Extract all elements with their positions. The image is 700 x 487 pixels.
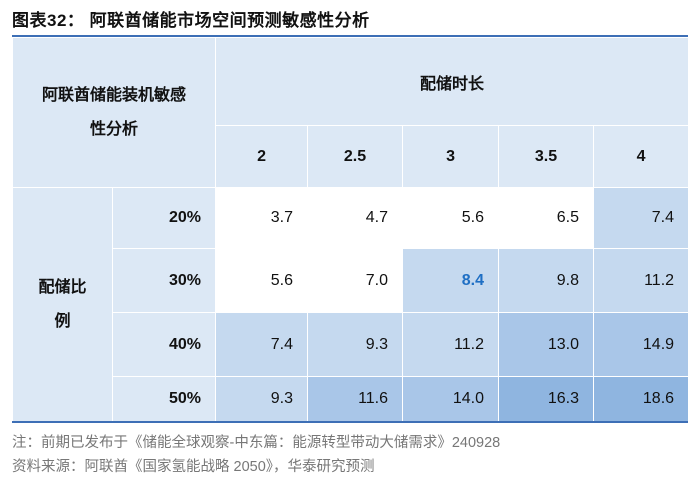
table-cell: 18.6 — [593, 376, 690, 422]
col-header-3: 3 — [402, 125, 500, 188]
col-header-2-5: 2.5 — [307, 125, 404, 188]
table-cell: 6.5 — [498, 187, 595, 249]
figure-title: 图表32： 阿联酋储能市场空间预测敏感性分析 — [12, 11, 370, 30]
source-note: 资料来源：阿联酋《国家氢能战略 2050》，华泰研究预测 — [12, 459, 375, 475]
col-header-3-5: 3.5 — [498, 125, 595, 188]
col-group-header: 配储时长 — [215, 37, 690, 126]
highlighted-cell: 8.4 — [402, 248, 500, 313]
corner-label-line1: 阿联酋储能装机敏感 — [42, 86, 187, 104]
row-header-30: 30% — [111, 248, 217, 313]
corner-label-line2: 性分析 — [90, 120, 139, 138]
col-header-2: 2 — [215, 125, 309, 188]
row-group-label-line2: 例 — [54, 312, 71, 330]
table-cell: 5.6 — [215, 248, 309, 313]
table-cell: 13.0 — [498, 312, 595, 377]
bottom-rule — [12, 421, 688, 423]
table-row: 30% 5.6 7.0 8.4 9.8 11.2 — [13, 248, 690, 313]
row-header-20: 20% — [111, 187, 217, 249]
row-group-label-line1: 配储比 — [38, 278, 87, 296]
table-cell: 11.2 — [402, 312, 500, 377]
table-cell: 7.0 — [307, 248, 404, 313]
table-cell: 11.6 — [307, 376, 404, 422]
table-cell: 14.9 — [593, 312, 690, 377]
table-cell: 9.8 — [498, 248, 595, 313]
sensitivity-table: 阿联酋储能装机敏感 性分析 配储时长 2 2.5 3 3.5 4 配储比 例 2… — [11, 37, 690, 422]
table-cell: 7.4 — [215, 312, 309, 377]
table-cell: 7.4 — [593, 187, 690, 249]
row-group-header: 配储比 例 — [12, 187, 113, 422]
col-header-4: 4 — [593, 125, 690, 188]
table-row: 50% 9.3 11.6 14.0 16.3 18.6 — [13, 376, 690, 422]
table-cell: 4.7 — [307, 187, 404, 249]
row-header-50: 50% — [111, 376, 217, 422]
table-cell: 3.7 — [215, 187, 309, 249]
table-cell: 9.3 — [215, 376, 309, 422]
table-cell: 16.3 — [498, 376, 595, 422]
top-rule — [12, 35, 688, 37]
table-cell: 9.3 — [307, 312, 404, 377]
table-cell: 5.6 — [402, 187, 500, 249]
corner-header: 阿联酋储能装机敏感 性分析 — [11, 37, 217, 188]
table-row: 配储比 例 20% 3.7 4.7 5.6 6.5 7.4 — [12, 187, 690, 422]
footnote: 注：前期已发布于《储能全球观察-中东篇：能源转型带动大储需求》240928 — [12, 435, 501, 451]
table-cell: 14.0 — [402, 376, 500, 422]
row-header-40: 40% — [111, 312, 217, 377]
table-cell: 11.2 — [593, 248, 690, 313]
table-row: 40% 7.4 9.3 11.2 13.0 14.9 — [13, 312, 690, 377]
